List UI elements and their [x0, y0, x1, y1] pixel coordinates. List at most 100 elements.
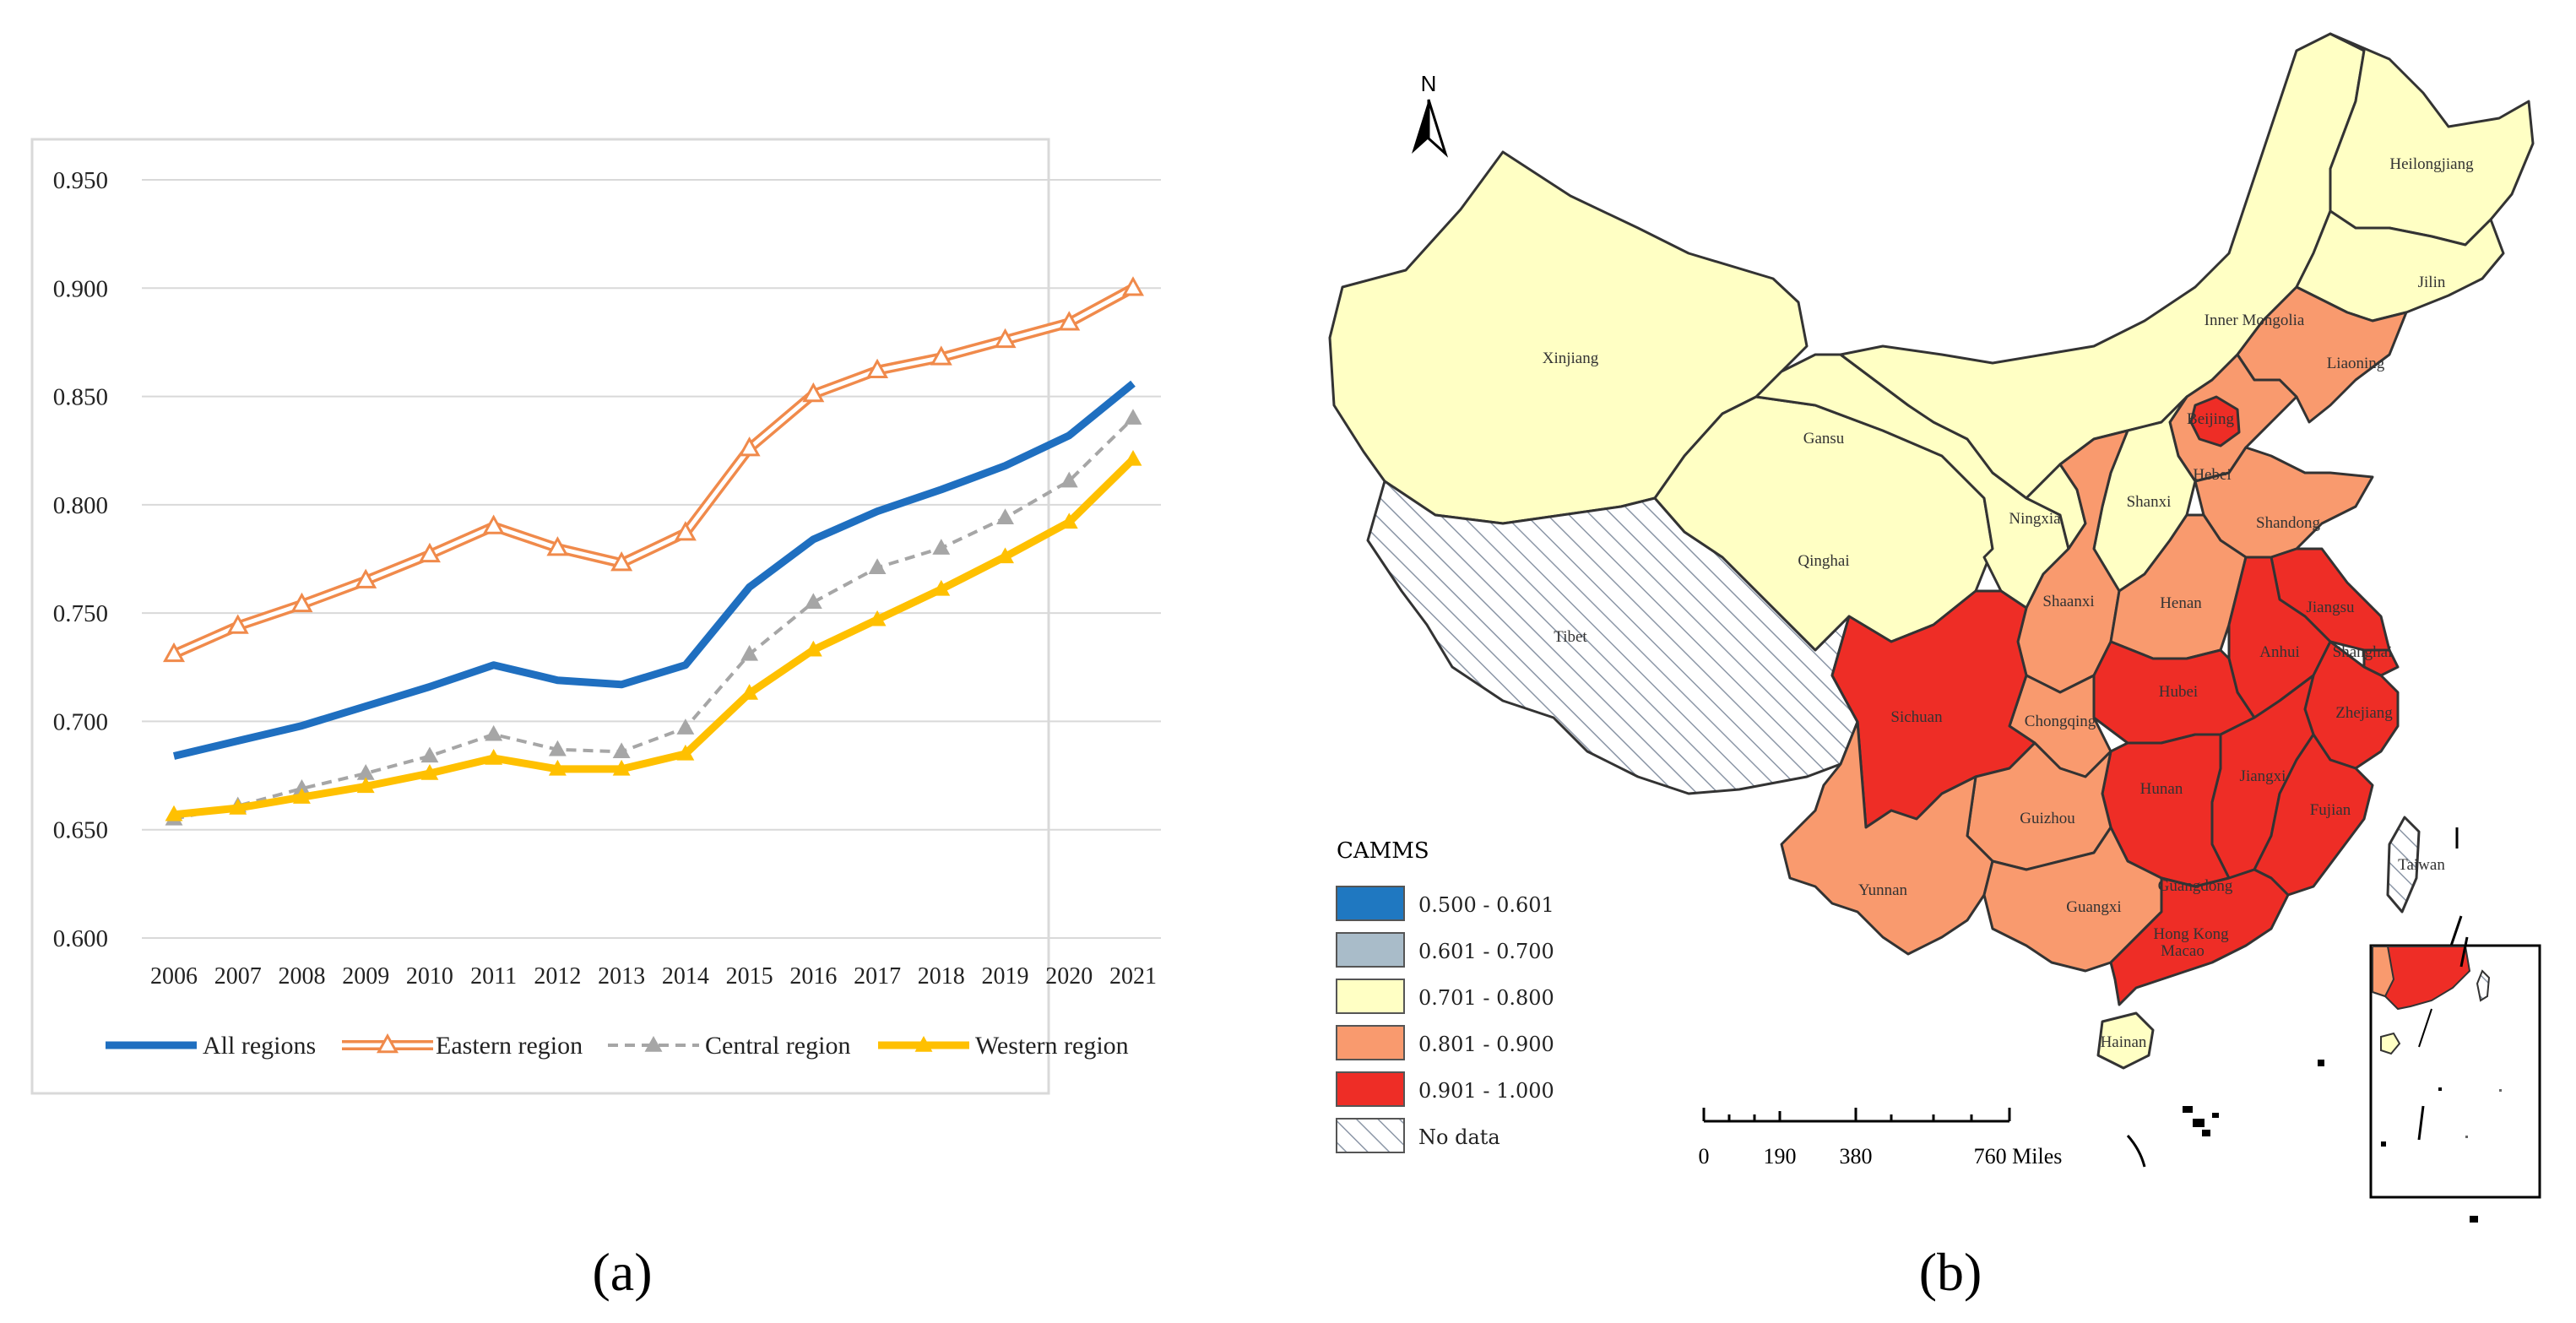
legend-label: Eastern region [436, 1032, 583, 1060]
map-edge-curve [2126, 1135, 2146, 1168]
inset-taiwan [2476, 969, 2491, 1002]
data-point [868, 558, 887, 574]
x-tick-label: 2011 [470, 963, 517, 990]
x-tick-label: 2012 [534, 963, 581, 990]
label-heilongjiang: Heilongjiang [2389, 155, 2474, 173]
inset-guangxi [2372, 946, 2395, 998]
x-tick-label: 2015 [726, 963, 773, 990]
x-tick-label: 2019 [982, 963, 1029, 990]
inset-island [2438, 1087, 2442, 1091]
label-fujian: Fujian [2310, 801, 2351, 819]
scale-label-0: 0 [1699, 1144, 1710, 1168]
data-point [548, 759, 567, 776]
legend-label: All regions [203, 1032, 316, 1060]
data-point [1060, 471, 1078, 488]
legend-swatch [1336, 1025, 1405, 1060]
data-point [293, 788, 311, 804]
label-beijing: Beijing [2187, 410, 2234, 428]
legend-item: Central region [608, 1032, 850, 1060]
scale-bar [1702, 1108, 2011, 1123]
label-shanghai: Shanghai [2333, 643, 2393, 661]
china-map-panel: N [1328, 32, 2541, 1223]
series-western-region [165, 449, 1142, 821]
data-point [612, 742, 631, 759]
legend-label: Western region [975, 1032, 1129, 1060]
label-ningxia: Ningxia [2009, 510, 2061, 528]
label-qinghai: Qinghai [1798, 552, 1849, 570]
label-hebei: Hebei [2193, 466, 2231, 484]
data-point [804, 640, 822, 657]
chart-series [162, 276, 1145, 826]
data-point [165, 805, 183, 821]
label-inner-mongolia: Inner Mongolia [2205, 312, 2305, 329]
label-liaoning: Liaoning [2327, 355, 2385, 372]
data-point [740, 644, 759, 661]
region-fujian [2253, 733, 2374, 897]
label-guizhou: Guizhou [2020, 810, 2075, 827]
legend-marker [914, 1036, 933, 1052]
chart-legend: All regions Eastern region Central region W… [106, 1032, 1129, 1060]
panel-b-caption: (b) [1919, 1242, 1982, 1302]
legend-swatch [1336, 1071, 1405, 1107]
region-hainan [2096, 1011, 2155, 1070]
legend-swatch [1336, 886, 1405, 921]
label-jiangsu: Jiangsu [2307, 599, 2356, 616]
legend-label: 0.801 - 0.900 [1418, 1033, 1554, 1056]
legend-label: 0.500 - 0.601 [1418, 893, 1554, 917]
legend-label: Central region [705, 1032, 850, 1060]
map-legend-title: CAMMS [1337, 838, 1429, 864]
legend-marker [644, 1036, 663, 1052]
data-point [610, 551, 633, 572]
y-tick-label: 0.950 [53, 167, 108, 194]
data-point [420, 764, 439, 780]
panel-a-caption: (a) [592, 1242, 652, 1302]
data-point [804, 593, 822, 610]
label-hunan: Hunan [2140, 780, 2183, 798]
data-point [162, 642, 186, 663]
region-heilongjiang [2329, 32, 2535, 247]
data-point [738, 436, 761, 457]
label-anhui: Anhui [2259, 643, 2300, 661]
label-gansu: Gansu [1803, 430, 1845, 447]
label-guangxi: Guangxi [2066, 898, 2121, 916]
data-point [612, 759, 631, 776]
y-tick-label: 0.600 [53, 925, 108, 952]
x-tick-label: 2009 [342, 963, 389, 990]
inset-island [2381, 1141, 2386, 1147]
label-jilin: Jilin [2418, 274, 2446, 291]
y-tick-label: 0.750 [53, 600, 108, 627]
series-line-inner [172, 286, 1135, 657]
label-hong-kong: Hong Kong [2153, 925, 2229, 943]
series-line [173, 416, 1135, 821]
x-tick-label: 2018 [918, 963, 965, 990]
region-beijing [2189, 395, 2241, 447]
x-tick-label: 2006 [150, 963, 198, 990]
legend-marker [376, 1033, 399, 1054]
legend-label: 0.901 - 1.000 [1418, 1079, 1554, 1103]
x-tick-label: 2013 [598, 963, 645, 990]
data-point [356, 764, 375, 780]
data-point [932, 579, 951, 596]
region-guangdong [2109, 868, 2290, 1006]
data-point [290, 592, 313, 613]
x-tick-label: 2021 [1109, 963, 1157, 990]
legend-label: 0.701 - 0.800 [1418, 986, 1554, 1010]
south-sea-islands [2183, 1060, 2478, 1223]
label-tibet: Tibet [1554, 628, 1587, 646]
north-arrow-icon [1412, 100, 1429, 154]
label-henan: Henan [2160, 594, 2202, 612]
region-taiwan [2386, 816, 2421, 914]
data-point [996, 508, 1014, 524]
series-line [173, 456, 1136, 819]
y-tick-label: 0.900 [53, 275, 108, 302]
island [2470, 1216, 2478, 1223]
x-tick-label: 2020 [1045, 963, 1093, 990]
x-tick-label: 2008 [278, 963, 325, 990]
data-point [1124, 449, 1142, 466]
island [2193, 1119, 2205, 1127]
label-shanxi: Shanxi [2127, 493, 2172, 511]
label-taiwan: Taiwan [2398, 856, 2445, 874]
label-shandong: Shandong [2256, 514, 2321, 532]
legend-item: Eastern region [342, 1032, 583, 1060]
data-point [548, 740, 567, 756]
